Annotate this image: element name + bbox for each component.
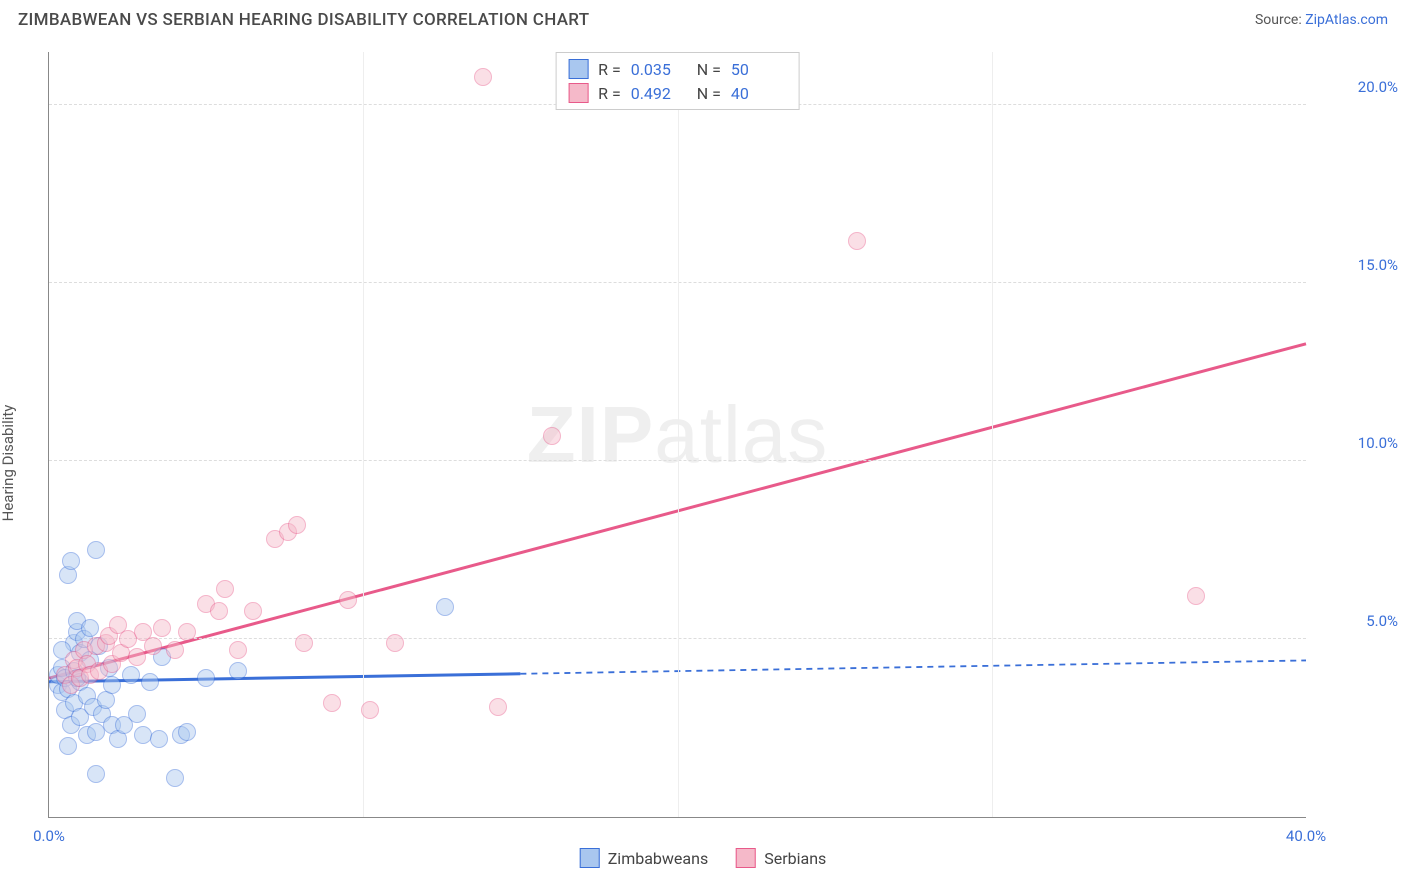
y-axis-label: Hearing Disability xyxy=(0,405,17,522)
legend-n-value: 40 xyxy=(731,84,787,103)
scatter-point-serbians xyxy=(295,634,313,652)
legend-swatch xyxy=(568,59,588,79)
scatter-point-serbians xyxy=(244,602,262,620)
scatter-point-serbians xyxy=(339,591,357,609)
scatter-point-zimbabweans xyxy=(59,737,77,755)
y-tick-label: 10.0% xyxy=(1318,434,1398,452)
scatter-point-zimbabweans xyxy=(87,541,105,559)
scatter-point-serbians xyxy=(229,641,247,659)
scatter-point-zimbabweans xyxy=(122,666,140,684)
legend-swatch xyxy=(568,83,588,103)
scatter-point-zimbabweans xyxy=(128,705,146,723)
y-tick-label: 15.0% xyxy=(1318,256,1398,274)
scatter-point-zimbabweans xyxy=(150,730,168,748)
scatter-point-serbians xyxy=(128,648,146,666)
scatter-point-zimbabweans xyxy=(81,619,99,637)
scatter-point-serbians xyxy=(323,694,341,712)
scatter-point-serbians xyxy=(543,427,561,445)
scatter-point-serbians xyxy=(386,634,404,652)
scatter-point-serbians xyxy=(144,637,162,655)
scatter-point-serbians xyxy=(166,641,184,659)
y-tick-label: 5.0% xyxy=(1318,612,1398,630)
scatter-point-zimbabweans xyxy=(436,598,454,616)
scatter-point-zimbabweans xyxy=(62,552,80,570)
trend-line xyxy=(520,660,1306,673)
scatter-point-zimbabweans xyxy=(141,673,159,691)
scatter-point-serbians xyxy=(288,516,306,534)
legend-r-label: R = xyxy=(598,84,621,103)
scatter-point-serbians xyxy=(1187,587,1205,605)
scatter-point-zimbabweans xyxy=(229,662,247,680)
scatter-point-serbians xyxy=(361,701,379,719)
scatter-point-zimbabweans xyxy=(166,769,184,787)
scatter-point-serbians xyxy=(489,698,507,716)
source-attribution: Source: ZipAtlas.com xyxy=(1255,12,1388,28)
legend-r-value: 0.035 xyxy=(631,60,687,79)
x-tick-label: 0.0% xyxy=(33,827,65,845)
legend-swatch xyxy=(736,848,756,868)
scatter-point-serbians xyxy=(848,232,866,250)
legend-series-label: Serbians xyxy=(764,849,826,868)
legend-swatch xyxy=(580,848,600,868)
legend-n-label: N = xyxy=(697,84,721,103)
legend-item-serbians: Serbians xyxy=(736,848,826,868)
scatter-point-zimbabweans xyxy=(103,676,121,694)
legend-row-zimbabweans: R = 0.035 N = 50 xyxy=(568,57,787,81)
scatter-point-serbians xyxy=(216,580,234,598)
scatter-point-serbians xyxy=(153,619,171,637)
gridline-v xyxy=(992,52,993,817)
plot-area: ZIPatlas R =0.035N =50R =0.492N =40 5.0%… xyxy=(48,52,1306,818)
correlation-legend: R = 0.035 N = 50 R = 0.492 N = 40 xyxy=(555,52,800,110)
chart-header: ZIMBABWEAN VS SERBIAN HEARING DISABILITY… xyxy=(0,0,1406,38)
scatter-point-serbians xyxy=(178,623,196,641)
x-tick-label: 40.0% xyxy=(1286,827,1326,845)
scatter-point-serbians xyxy=(474,68,492,86)
legend-r-value: 0.492 xyxy=(631,84,687,103)
y-tick-label: 20.0% xyxy=(1318,78,1398,96)
legend-item-zimbabweans: Zimbabweans xyxy=(580,848,708,868)
scatter-point-zimbabweans xyxy=(178,723,196,741)
scatter-point-serbians xyxy=(210,602,228,620)
legend-row-serbians: R = 0.492 N = 40 xyxy=(568,81,787,105)
scatter-point-zimbabweans xyxy=(197,669,215,687)
series-legend: Zimbabweans Serbians xyxy=(580,848,827,868)
legend-n-value: 50 xyxy=(731,60,787,79)
source-link[interactable]: ZipAtlas.com xyxy=(1305,12,1388,28)
scatter-point-zimbabweans xyxy=(87,765,105,783)
legend-r-label: R = xyxy=(598,60,621,79)
source-label: Source: xyxy=(1255,12,1305,28)
chart-title: ZIMBABWEAN VS SERBIAN HEARING DISABILITY… xyxy=(18,10,589,30)
gridline-v xyxy=(678,52,679,817)
chart-container: Hearing Disability ZIPatlas R =0.035N =5… xyxy=(0,38,1406,888)
legend-n-label: N = xyxy=(697,60,721,79)
legend-series-label: Zimbabweans xyxy=(608,849,708,868)
